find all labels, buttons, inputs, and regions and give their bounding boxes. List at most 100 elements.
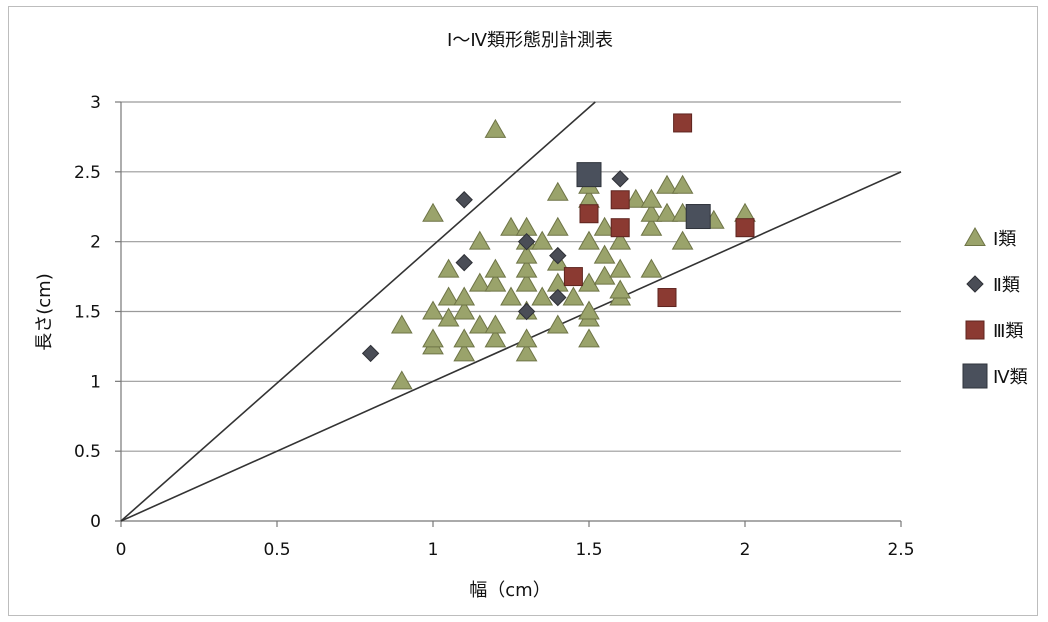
data-point (610, 218, 630, 238)
y-tick-label: 2.5 (74, 163, 101, 183)
series-4 (576, 162, 711, 230)
data-point (609, 279, 632, 299)
legend-label: Ⅳ類 (993, 367, 1028, 388)
data-point (484, 118, 507, 138)
y-axis-title: 長さ(cm) (34, 273, 55, 350)
data-point (390, 314, 413, 334)
data-point (562, 286, 585, 306)
legend-marker (966, 275, 984, 293)
data-point (517, 232, 536, 251)
data-point (422, 300, 444, 320)
data-point (609, 258, 632, 278)
data-point (468, 272, 491, 292)
data-point (578, 230, 600, 250)
x-tick-label: 2.5 (887, 540, 914, 560)
data-point (515, 328, 538, 348)
data-point (673, 113, 693, 133)
data-point (484, 314, 507, 334)
data-point (593, 244, 616, 264)
data-point (611, 170, 629, 188)
data-point (422, 328, 444, 348)
reference-line (120, 101, 596, 522)
data-point (685, 204, 711, 230)
data-point (624, 188, 647, 208)
axes (115, 101, 902, 527)
data-point (500, 216, 522, 236)
x-tick-label: 1 (428, 540, 439, 560)
data-point (576, 162, 602, 188)
data-point (468, 230, 491, 250)
data-point (579, 204, 599, 224)
data-point (546, 216, 569, 236)
legend-label: Ⅰ類 (993, 229, 1016, 250)
data-points (361, 113, 756, 390)
data-point (468, 314, 491, 334)
y-tick-label: 1 (90, 372, 101, 392)
x-tick-label: 0 (116, 540, 127, 560)
data-point (610, 190, 630, 210)
legend-marker (964, 226, 986, 246)
data-point (515, 342, 538, 362)
data-point (422, 202, 444, 222)
data-point (578, 300, 600, 320)
data-point (578, 328, 600, 348)
data-point (546, 314, 569, 334)
data-point (515, 272, 538, 292)
data-point (640, 258, 663, 278)
data-point (546, 181, 569, 201)
series-2 (361, 170, 629, 363)
data-point (563, 267, 583, 287)
data-point (549, 246, 567, 265)
data-point (515, 258, 538, 278)
series-1 (390, 118, 756, 390)
y-tick-label: 1.5 (74, 303, 101, 323)
data-point (455, 191, 473, 209)
y-tick-label: 0 (90, 512, 101, 532)
data-point (640, 188, 663, 208)
data-point (437, 258, 460, 278)
data-point (437, 307, 460, 327)
legend: Ⅰ類 Ⅱ類 Ⅲ類 Ⅳ類 (962, 226, 1028, 389)
x-tick-label: 0.5 (263, 540, 290, 560)
data-point (515, 244, 538, 264)
data-point (656, 174, 678, 194)
data-point (549, 288, 567, 307)
reference-line (120, 171, 902, 522)
data-point (593, 216, 616, 236)
y-tick-label: 2 (90, 233, 101, 253)
x-axis-title: 幅（cm） (469, 580, 550, 601)
data-point (453, 342, 476, 362)
data-point (640, 216, 663, 236)
data-point (437, 286, 460, 306)
x-tick-label: 1.5 (575, 540, 602, 560)
data-point (361, 344, 380, 363)
data-point (531, 230, 554, 250)
data-point (735, 218, 755, 238)
data-point (484, 328, 507, 348)
legend-item: Ⅲ類 (965, 320, 1023, 342)
data-point (484, 272, 507, 292)
data-point (453, 328, 476, 348)
tick-labels: 0 0.5 1 1.5 2 2.5 0 0.5 1 1.5 2 2.5 3 (74, 93, 915, 560)
legend-item: Ⅳ類 (962, 363, 1028, 389)
data-point (453, 286, 476, 306)
data-point (671, 174, 694, 194)
legend-label: Ⅱ類 (993, 275, 1020, 296)
data-point (671, 230, 694, 250)
y-tick-label: 3 (90, 93, 101, 113)
legend-item: Ⅰ類 (964, 226, 1016, 250)
data-point (640, 202, 663, 222)
x-tick-label: 2 (740, 540, 751, 560)
data-point (390, 370, 413, 390)
data-point (657, 288, 677, 308)
legend-label: Ⅲ類 (993, 321, 1023, 342)
legend-marker (965, 320, 985, 340)
chart-title: Ⅰ～Ⅳ類形態別計測表 (447, 30, 613, 51)
gridlines (121, 101, 901, 452)
series-3 (563, 113, 755, 308)
data-point (453, 300, 476, 320)
data-point (500, 286, 522, 306)
data-point (593, 265, 616, 285)
reference-lines (120, 101, 902, 522)
